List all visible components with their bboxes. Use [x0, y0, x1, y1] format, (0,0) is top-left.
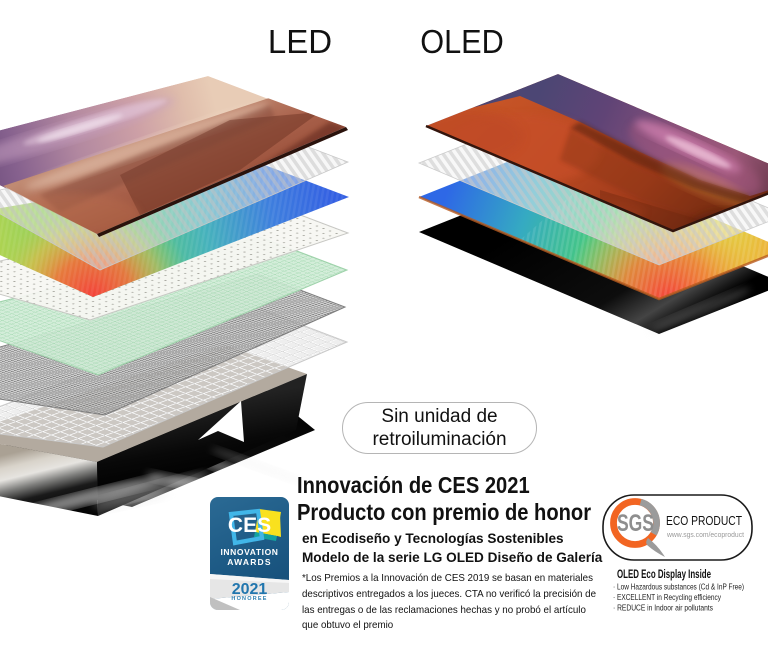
svg-text:· Low Hazardous substances (Cd: · Low Hazardous substances (Cd & InP Fre…: [613, 582, 744, 592]
svg-text:· EXCELLENT in Recycling effic: · EXCELLENT in Recycling efficiency: [613, 592, 722, 602]
svg-text:OLED Eco Display Inside: OLED Eco Display Inside: [617, 569, 711, 581]
svg-text:www.sgs.com/ecoproduct: www.sgs.com/ecoproduct: [666, 530, 745, 539]
svg-text:ECO PRODUCT: ECO PRODUCT: [666, 514, 742, 528]
svg-text:SGS: SGS: [617, 510, 654, 537]
svg-text:· REDUCE in Indoor air polluta: · REDUCE in Indoor air pollutants: [613, 603, 713, 613]
